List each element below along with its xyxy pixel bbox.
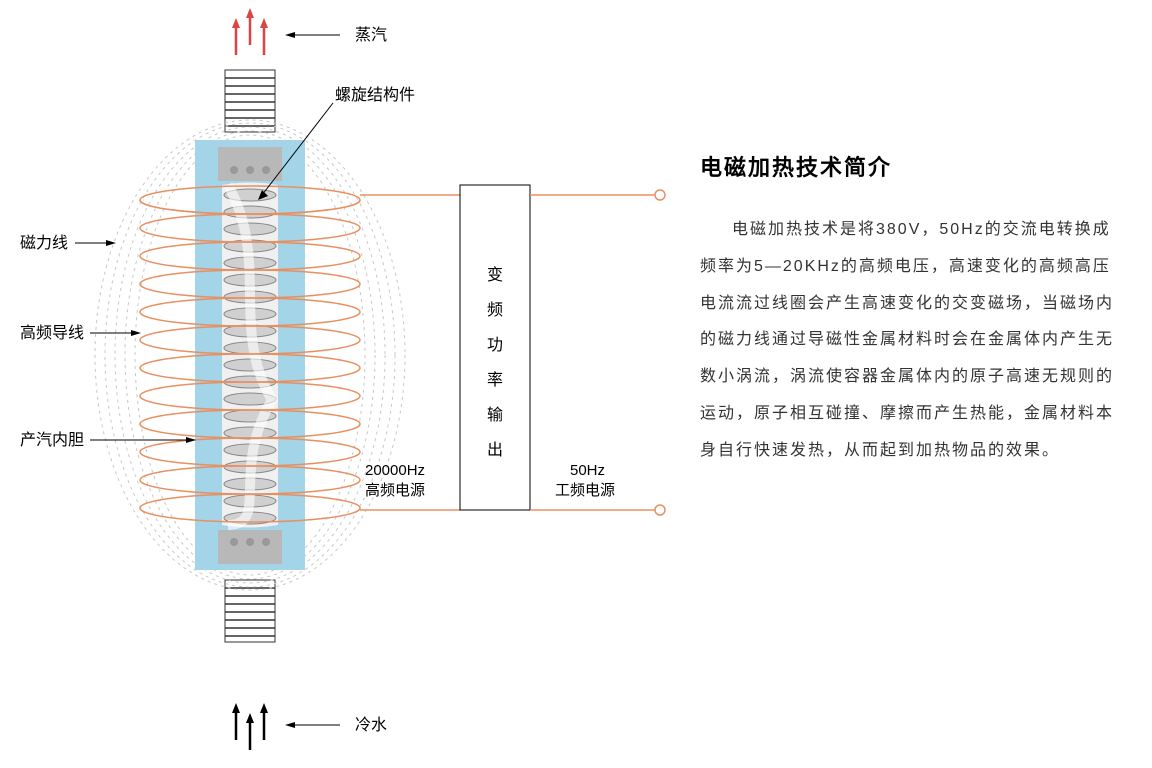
diagram-area: 蒸汽 冷水 bbox=[0, 0, 680, 768]
lf-power-1: 50Hz bbox=[570, 462, 605, 479]
text-area: 电磁加热技术简介 电磁加热技术是将380V，50Hz的交流电转换成频率为5—20… bbox=[700, 150, 1120, 470]
bottom-pipe bbox=[225, 580, 275, 642]
steam-arrows bbox=[232, 8, 268, 55]
magnetic-lines-label: 磁力线 bbox=[20, 234, 68, 252]
hf-power-1: 20000Hz bbox=[365, 462, 425, 479]
converter-char-4: 率 bbox=[487, 371, 503, 389]
terminal-bottom bbox=[655, 505, 665, 515]
converter-char-1: 变 bbox=[487, 266, 503, 284]
converter-char-5: 输 bbox=[487, 406, 503, 424]
cold-water-arrows bbox=[232, 703, 268, 750]
hf-power-2: 高频电源 bbox=[365, 482, 425, 499]
terminal-top bbox=[655, 190, 665, 200]
converter-char-3: 功 bbox=[487, 336, 503, 354]
lf-power-2: 工频电源 bbox=[555, 482, 615, 499]
cold-water-label: 冷水 bbox=[355, 716, 387, 734]
body-text: 电磁加热技术是将380V，50Hz的交流电转换成频率为5—20KHz的高频电压，… bbox=[700, 212, 1120, 470]
hf-wire-label: 高频导线 bbox=[20, 324, 84, 342]
spiral-structure bbox=[222, 183, 278, 528]
top-cap bbox=[218, 147, 282, 181]
converter-char-2: 频 bbox=[487, 301, 503, 319]
spiral-label: 螺旋结构件 bbox=[335, 86, 415, 104]
bottom-cap bbox=[218, 530, 282, 564]
top-pipe bbox=[225, 70, 275, 132]
converter-char-6: 出 bbox=[487, 441, 503, 459]
steam-label: 蒸汽 bbox=[355, 26, 387, 44]
steam-liner-label: 产汽内胆 bbox=[20, 431, 84, 449]
title: 电磁加热技术简介 bbox=[700, 150, 1120, 182]
